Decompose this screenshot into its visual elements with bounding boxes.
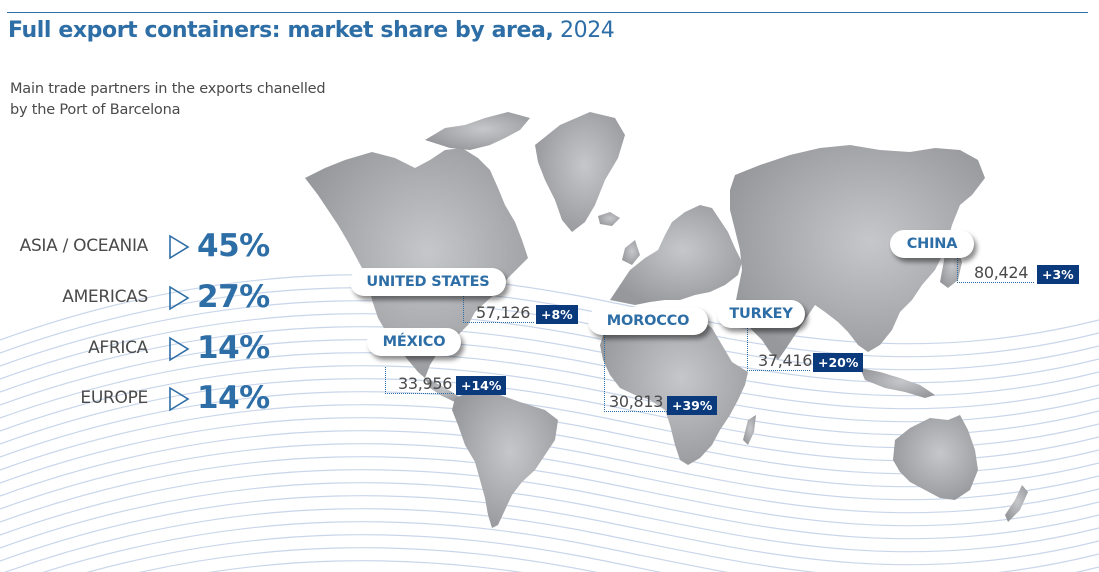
triangle-arrow-icon <box>169 336 190 362</box>
page-title: Full export containers: market share by … <box>8 18 615 43</box>
africa-shape <box>600 308 748 465</box>
callout-morocco: 30,813 +39% <box>604 335 718 415</box>
callout-united-states: 57,126 +8% <box>463 296 578 324</box>
north-america-shape <box>305 148 528 378</box>
area-name: ASIA / OCEANIA <box>19 236 149 256</box>
europe-shape <box>610 205 742 305</box>
australia-shape <box>893 415 978 500</box>
subtitle-line-2: by the Port of Barcelona <box>10 102 181 118</box>
partner-value: 80,424 <box>974 263 1029 282</box>
area-row-americas: AMERICAS 27% <box>0 279 290 319</box>
area-share-value: 27% <box>197 279 270 315</box>
triangle-arrow-icon <box>169 234 190 260</box>
subtitle-line-1: Main trade partners in the exports chane… <box>10 81 326 97</box>
area-row-asia-oceania: ASIA / OCEANIA 45% <box>0 228 290 268</box>
partner-value: 57,126 <box>476 303 531 322</box>
triangle-arrow-icon <box>169 285 190 311</box>
partner-value: 33,956 <box>398 374 453 393</box>
top-rule <box>7 12 1088 13</box>
callout-turkey: 37,416 +20% <box>747 328 864 372</box>
area-share-value: 45% <box>197 228 270 264</box>
label-mexico: MÉXICO <box>367 328 461 356</box>
change-badge: +39% <box>667 396 718 415</box>
label-morocco: MOROCCO <box>588 307 708 335</box>
change-badge: +20% <box>813 353 864 372</box>
area-name: AFRICA <box>88 338 148 358</box>
area-row-europe: EUROPE 14% <box>0 380 290 420</box>
partner-value: 30,813 <box>609 392 664 411</box>
partner-value: 37,416 <box>758 351 813 370</box>
subtitle: Main trade partners in the exports chane… <box>10 79 370 121</box>
arctic-islands-shape <box>425 112 530 150</box>
southeast-asia-islands-shape <box>860 368 935 398</box>
iceland-shape <box>598 212 620 226</box>
area-share-value: 14% <box>197 380 270 416</box>
madagascar-shape <box>743 415 756 445</box>
change-badge: +14% <box>456 376 507 395</box>
new-zealand-shape <box>1005 485 1028 522</box>
central-america-shape <box>425 378 460 402</box>
title-text: Full export containers: market share by … <box>8 18 554 43</box>
greenland-shape <box>535 112 625 232</box>
callout-mexico: 33,956 +14% <box>385 367 507 395</box>
label-united-states: UNITED STATES <box>350 268 506 296</box>
triangle-arrow-icon <box>169 386 190 412</box>
label-turkey: TURKEY <box>717 300 805 328</box>
area-name: AMERICAS <box>62 287 148 307</box>
uk-shape <box>622 240 640 265</box>
change-badge: +8% <box>536 305 578 324</box>
south-america-shape <box>452 390 558 528</box>
area-name: EUROPE <box>80 388 148 408</box>
title-year: 2024 <box>560 18 615 43</box>
label-china: CHINA <box>890 230 974 258</box>
area-share-value: 14% <box>197 330 270 366</box>
callout-china: 80,424 +3% <box>957 258 1079 284</box>
change-badge: +3% <box>1037 265 1079 284</box>
area-row-africa: AFRICA 14% <box>0 330 290 370</box>
